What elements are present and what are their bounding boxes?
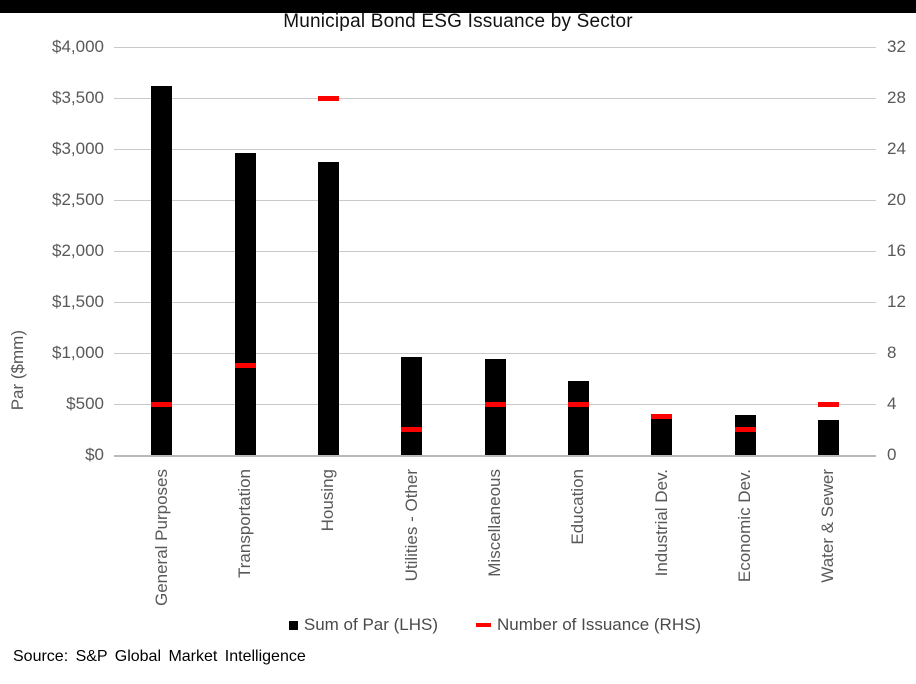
category-label: Utilities - Other [401,469,421,582]
dash-series-swatch-icon [476,623,492,627]
dash-number-of-issuance [151,401,173,407]
left-axis-tick-label: $500 [66,394,104,413]
category-label: Economic Dev. [735,469,754,583]
bar-sum-of-par [151,85,173,455]
gridline [114,352,876,354]
bar-series-swatch-icon [288,620,298,630]
category-label: Housing [318,469,338,532]
left-axis-tick-label: $2,500 [52,190,104,209]
right-axis-tick-label: 28 [887,88,906,107]
bar-sum-of-par [401,356,423,455]
gridline [114,46,876,48]
x-axis-line [114,454,876,457]
category-label: Industrial Dev. [651,469,671,577]
dash-number-of-issuance [234,363,256,369]
left-axis-tick-label: $1,000 [52,343,104,362]
gridline [114,148,876,150]
left-axis-tick-label: $0 [85,445,104,464]
category-label: Transportation [235,469,254,578]
gridline [114,301,876,303]
dash-number-of-issuance [484,401,506,407]
bar-sum-of-par [567,381,589,455]
dash-number-of-issuance [651,414,673,420]
left-axis-tick-label: $1,500 [52,292,104,311]
bar-sum-of-par [817,419,839,455]
left-axis-tick-label: $3,000 [52,139,104,158]
legend-item-number-of-issuance: Number of Issuance (RHS) [476,615,701,635]
dash-number-of-issuance [567,401,589,407]
gridline [114,199,876,201]
category-label: Water & Sewer [818,469,838,583]
right-axis-tick-label: 8 [887,343,897,362]
category-label: Miscellaneous [485,469,504,577]
right-axis-tick-label: 12 [887,292,906,311]
left-axis-tick-label: $2,000 [52,241,104,260]
gridline [114,97,876,99]
legend-item-sum-of-par: Sum of Par (LHS) [288,615,439,635]
chart-legend: Sum of Par (LHS) Number of Issuance (RHS… [120,615,870,635]
category-label: General Purposes [151,469,171,607]
bar-sum-of-par [651,418,673,455]
right-axis-tick-label: 0 [887,445,897,464]
gridline [114,250,876,252]
top-border-bar [0,0,916,13]
bar-sum-of-par [484,359,506,455]
source-attribution: Source: S&P Global Market Intelligence [13,648,306,665]
right-axis-tick-label: 20 [887,190,906,209]
right-axis-tick-label: 32 [887,37,906,56]
bar-sum-of-par [317,162,339,455]
right-axis-tick-label: 16 [887,241,906,260]
left-axis-tick-label: $3,500 [52,88,104,107]
dash-number-of-issuance [817,401,839,407]
dash-number-of-issuance [734,427,756,432]
chart-title: Municipal Bond ESG Issuance by Sector [283,11,633,32]
right-axis-tick-label: 24 [887,139,906,158]
category-label: Education [568,469,588,545]
left-axis-tick-label: $4,000 [52,37,104,56]
legend-label-sum-of-par: Sum of Par (LHS) [303,615,439,634]
dash-number-of-issuance [401,427,423,432]
legend-label-number-of-issuance: Number of Issuance (RHS) [497,615,702,634]
bar-sum-of-par [234,153,256,455]
bar-sum-of-par [734,414,756,455]
right-axis-tick-label: 4 [887,394,897,413]
dash-number-of-issuance [317,95,339,101]
